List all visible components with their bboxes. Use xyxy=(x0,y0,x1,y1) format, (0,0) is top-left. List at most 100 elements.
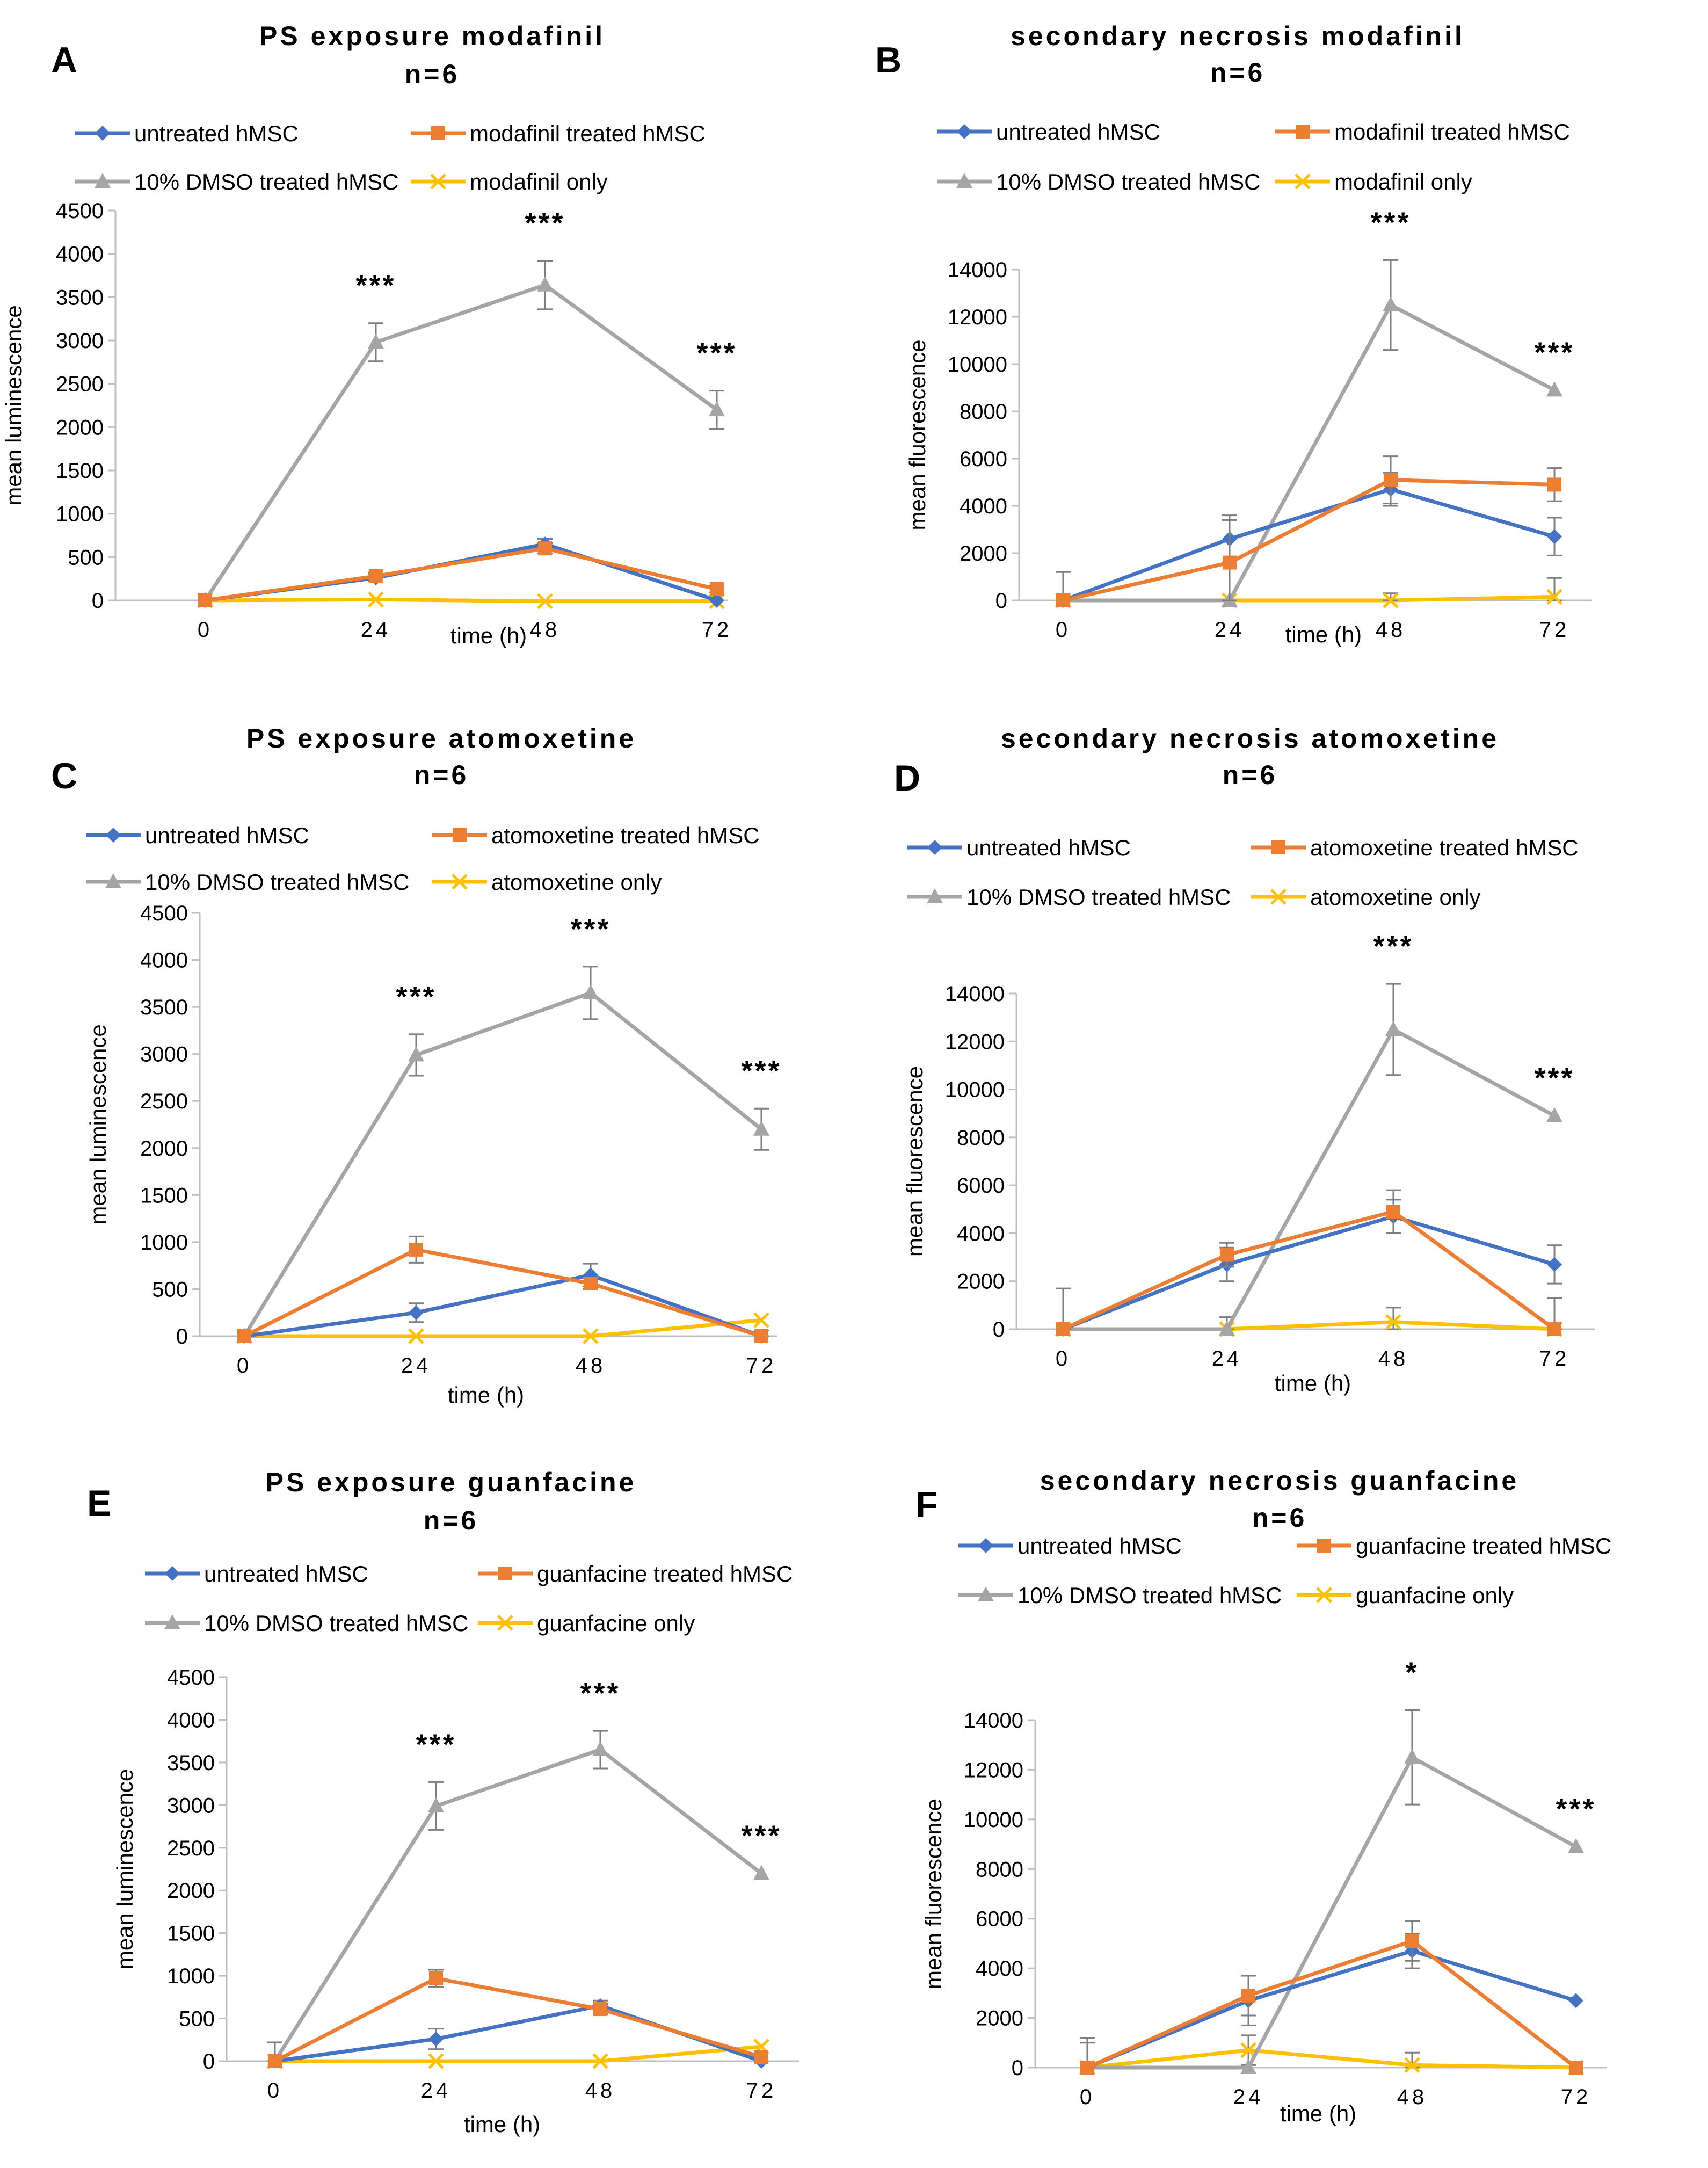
legend-label: guanfacine treated hMSC xyxy=(1356,1533,1611,1558)
significance-label: *** xyxy=(525,207,565,240)
data-point-diamond xyxy=(1547,1257,1562,1272)
data-point-triangle xyxy=(709,401,725,417)
x-tick-label: 72 xyxy=(702,618,732,642)
y-tick-label: 4500 xyxy=(56,199,104,223)
data-point-square xyxy=(1405,1934,1419,1948)
significance-label: *** xyxy=(570,913,610,945)
legend-square-marker xyxy=(453,828,467,842)
y-tick-label: 0 xyxy=(92,589,104,613)
series-line xyxy=(1087,2048,1576,2070)
data-point-x-stroke-b xyxy=(428,2053,444,2069)
significance-label: *** xyxy=(1534,1062,1574,1094)
series-dmso xyxy=(1079,1709,1584,2074)
x-tick-label: 24 xyxy=(1233,2085,1264,2109)
panel-letter: D xyxy=(894,758,920,799)
panel-a: A PS exposure modafinil n=6 untreated hMSC m… xyxy=(1,21,737,648)
data-point-square xyxy=(584,1276,598,1290)
series-line xyxy=(1063,1027,1556,1331)
series-dmso xyxy=(1055,259,1562,607)
x-tick-label: 48 xyxy=(585,2079,616,2102)
series-drug_only xyxy=(267,2039,769,2069)
series-line xyxy=(1062,1209,1556,1331)
significance-label: * xyxy=(1405,1657,1419,1689)
legend-entry: modafinil treated hMSC xyxy=(411,121,706,146)
legend-triangle-marker xyxy=(978,1586,994,1601)
data-point-square xyxy=(710,582,724,597)
legend-entry: 10% DMSO treated hMSC xyxy=(145,1611,469,1636)
y-tick-label: 0 xyxy=(203,2050,215,2073)
chart-subtitle: n=6 xyxy=(414,760,469,790)
y-tick-label: 0 xyxy=(995,589,1007,613)
data-point-triangle xyxy=(368,333,384,349)
legend-label: modafinil only xyxy=(1334,169,1472,194)
legend-entry: untreated hMSC xyxy=(86,823,309,848)
data-point-triangle xyxy=(1546,1107,1562,1122)
data-point-square xyxy=(1547,477,1561,492)
series-untreated xyxy=(1056,1199,1562,1337)
y-tick-label: 4000 xyxy=(167,1708,215,1732)
legend-x-marker xyxy=(497,1615,513,1631)
legend-entry: guanfacine only xyxy=(1297,1583,1514,1608)
y-tick-label: 3500 xyxy=(56,286,104,309)
data-point-x-stroke-b xyxy=(1240,2042,1256,2058)
legend-entry: guanfacine treated hMSC xyxy=(478,1561,793,1586)
data-point-triangle xyxy=(408,1046,424,1062)
x-axis-label: time (h) xyxy=(464,2112,540,2137)
legend-diamond-marker xyxy=(978,1538,993,1553)
legend-x-marker-stroke-b xyxy=(1270,889,1287,905)
series-line xyxy=(1062,1214,1555,1331)
legend-label: atomoxetine treated hMSC xyxy=(1310,835,1579,860)
data-point-square xyxy=(268,2054,282,2068)
y-tick-label: 2000 xyxy=(140,1137,188,1161)
y-tick-label: 0 xyxy=(176,1325,188,1348)
legend-triangle-marker xyxy=(105,873,121,888)
legend-label: 10% DMSO treated hMSC xyxy=(134,169,399,194)
data-point-square xyxy=(1384,473,1398,487)
series-treated xyxy=(237,1235,769,1343)
legend-diamond-marker xyxy=(95,126,110,141)
legend-label: 10% DMSO treated hMSC xyxy=(145,869,410,895)
y-tick-label: 2000 xyxy=(167,1879,215,1903)
data-point-x xyxy=(592,2053,608,2069)
data-point-triangle xyxy=(1383,296,1399,311)
legend-diamond-marker xyxy=(957,124,972,139)
x-axis-label: time (h) xyxy=(1285,622,1362,647)
y-tick-label: 2000 xyxy=(960,542,1007,565)
chart-subtitle: n=6 xyxy=(1252,1503,1307,1533)
legend-entry: modafinil treated hMSC xyxy=(1275,119,1570,144)
y-tick-label: 14000 xyxy=(948,258,1007,282)
legend-label: atomoxetine treated hMSC xyxy=(491,823,760,848)
data-point-x xyxy=(1383,592,1399,608)
data-point-x xyxy=(1404,2057,1420,2073)
legend-x-marker-stroke-b xyxy=(497,1615,513,1631)
legend-label: atomoxetine only xyxy=(1310,884,1481,910)
x-tick-label: 48 xyxy=(1376,618,1406,642)
x-tick-label: 24 xyxy=(421,2079,452,2102)
y-tick-label: 14000 xyxy=(964,1709,1023,1732)
x-tick-label: 0 xyxy=(1056,618,1071,642)
y-tick-label: 6000 xyxy=(957,1174,1005,1198)
y-tick-label: 2000 xyxy=(957,1270,1005,1294)
significance-label: *** xyxy=(696,337,737,369)
data-point-square xyxy=(237,1329,251,1343)
x-tick-label: 48 xyxy=(576,1354,606,1377)
data-point-triangle xyxy=(1240,2059,1256,2074)
chart-subtitle: n=6 xyxy=(1223,760,1278,790)
significance-label: *** xyxy=(1534,336,1574,368)
legend-entry: atomoxetine treated hMSC xyxy=(432,823,760,848)
legend-label: guanfacine only xyxy=(537,1611,695,1636)
series-dmso xyxy=(1055,983,1562,1336)
y-tick-label: 3500 xyxy=(167,1751,215,1775)
legend-diamond-marker xyxy=(165,1566,180,1581)
x-tick-label: 48 xyxy=(1397,2085,1428,2109)
data-point-diamond xyxy=(709,593,724,608)
x-tick-label: 72 xyxy=(746,2079,777,2102)
chart-subtitle: n=6 xyxy=(424,1505,479,1535)
significance-label: *** xyxy=(355,270,396,302)
series-drug_only xyxy=(236,1312,769,1344)
y-tick-label: 14000 xyxy=(945,982,1005,1006)
x-tick-label: 24 xyxy=(1215,618,1245,642)
data-point-x-stroke-b xyxy=(368,591,384,608)
legend-label: atomoxetine only xyxy=(491,869,662,895)
